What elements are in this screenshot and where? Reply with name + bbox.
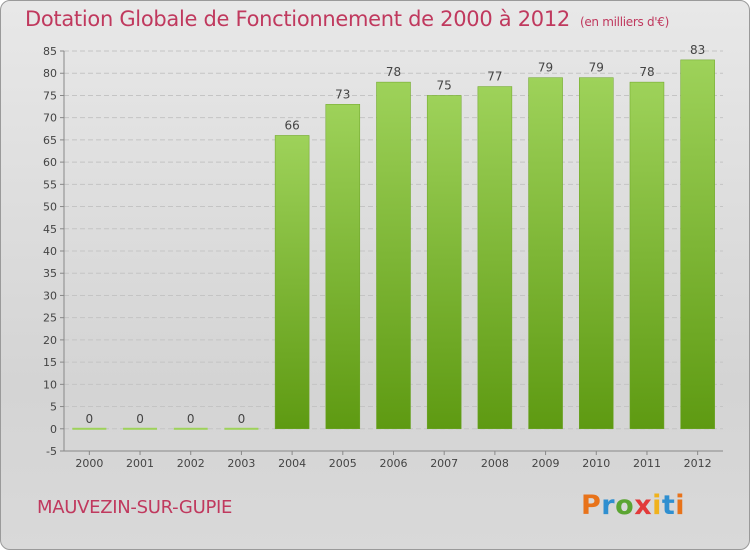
data-label: 73	[335, 87, 350, 101]
y-tick-label: 35	[43, 267, 57, 280]
y-tick-label: 55	[43, 178, 57, 191]
x-tick-label: 2011	[633, 457, 661, 470]
commune-name: MAUVEZIN-SUR-GUPIE	[37, 497, 233, 518]
y-tick-label: -5	[46, 445, 57, 458]
data-label: 0	[86, 412, 94, 426]
bar	[629, 81, 665, 430]
x-tick-labels: 2000 2001 2002 2003 2004 2005 2006 2007 2008 2009…	[75, 451, 712, 470]
y-tick-label: 65	[43, 134, 57, 147]
logo-letter: t	[661, 490, 676, 521]
y-tick-label: 70	[43, 112, 57, 125]
y-tick-label: 25	[43, 312, 57, 325]
chart-title: Dotation Globale de Fonctionnement de 20…	[25, 7, 669, 31]
x-tick-label: 2000	[75, 457, 103, 470]
y-tick-label: 15	[43, 356, 57, 369]
y-tick-label: 75	[43, 89, 57, 102]
logo-letter: P	[581, 490, 602, 521]
bar	[224, 427, 259, 430]
bars	[72, 59, 715, 430]
bar	[173, 427, 208, 430]
logo-letter: r	[601, 490, 616, 521]
logo-letter: o	[615, 490, 635, 521]
x-tick-label: 2006	[380, 457, 408, 470]
logo-letter: i	[675, 490, 686, 521]
y-tick-label: 10	[43, 378, 57, 391]
x-tick-label: 2001	[126, 457, 154, 470]
x-tick-label: 2007	[430, 457, 458, 470]
proxiti-logo[interactable]: Proxiti	[581, 490, 685, 521]
bar	[680, 59, 715, 430]
y-tick-label: 5	[50, 401, 57, 414]
x-tick-label: 2010	[582, 457, 610, 470]
data-labels: 0 0 0 0 66 73 78 75 77 79 79 78 83	[86, 43, 706, 426]
x-tick-label: 2003	[227, 457, 255, 470]
data-label: 0	[136, 412, 144, 426]
x-tick-label: 2008	[481, 457, 509, 470]
bar	[477, 86, 513, 430]
bar	[426, 95, 462, 430]
data-label: 79	[589, 61, 604, 75]
data-label: 79	[538, 61, 553, 75]
data-label: 77	[487, 70, 502, 84]
bar	[274, 135, 310, 430]
y-tick-label: 0	[50, 423, 57, 436]
x-tick-label: 2009	[532, 457, 560, 470]
bar	[123, 427, 158, 430]
bar	[325, 104, 361, 430]
data-label: 0	[187, 412, 195, 426]
data-label: 0	[238, 412, 246, 426]
bar	[579, 77, 614, 430]
y-tick-label: 40	[43, 245, 57, 258]
bar	[528, 77, 563, 430]
logo-letter: x	[634, 490, 653, 521]
data-label: 83	[690, 43, 705, 57]
x-tick-label: 2005	[329, 457, 357, 470]
x-tick-label: 2012	[684, 457, 712, 470]
y-tick-label: 50	[43, 201, 57, 214]
y-tick-label: 45	[43, 223, 57, 236]
y-tick-label: 30	[43, 289, 57, 302]
bar	[72, 427, 107, 430]
y-tick-label: 80	[43, 67, 57, 80]
x-tick-label: 2002	[177, 457, 205, 470]
data-label: 78	[639, 65, 654, 79]
y-tick-label: 20	[43, 334, 57, 347]
logo-letter: i	[652, 490, 662, 521]
y-tick-labels: -5 0 5 10 15 20 25 30 35 40 45 50 55 60 65 70 75 80 85	[43, 45, 57, 458]
y-tick-label: 60	[43, 156, 57, 169]
y-tick-label: 85	[43, 45, 57, 58]
chart-title-text: Dotation Globale de Fonctionnement de 20…	[25, 7, 570, 31]
bar	[376, 81, 411, 430]
chart-subtitle: (en milliers d'€)	[579, 15, 669, 29]
data-label: 66	[284, 118, 299, 132]
data-label: 75	[437, 78, 452, 92]
data-label: 78	[386, 65, 401, 79]
x-tick-label: 2004	[278, 457, 306, 470]
